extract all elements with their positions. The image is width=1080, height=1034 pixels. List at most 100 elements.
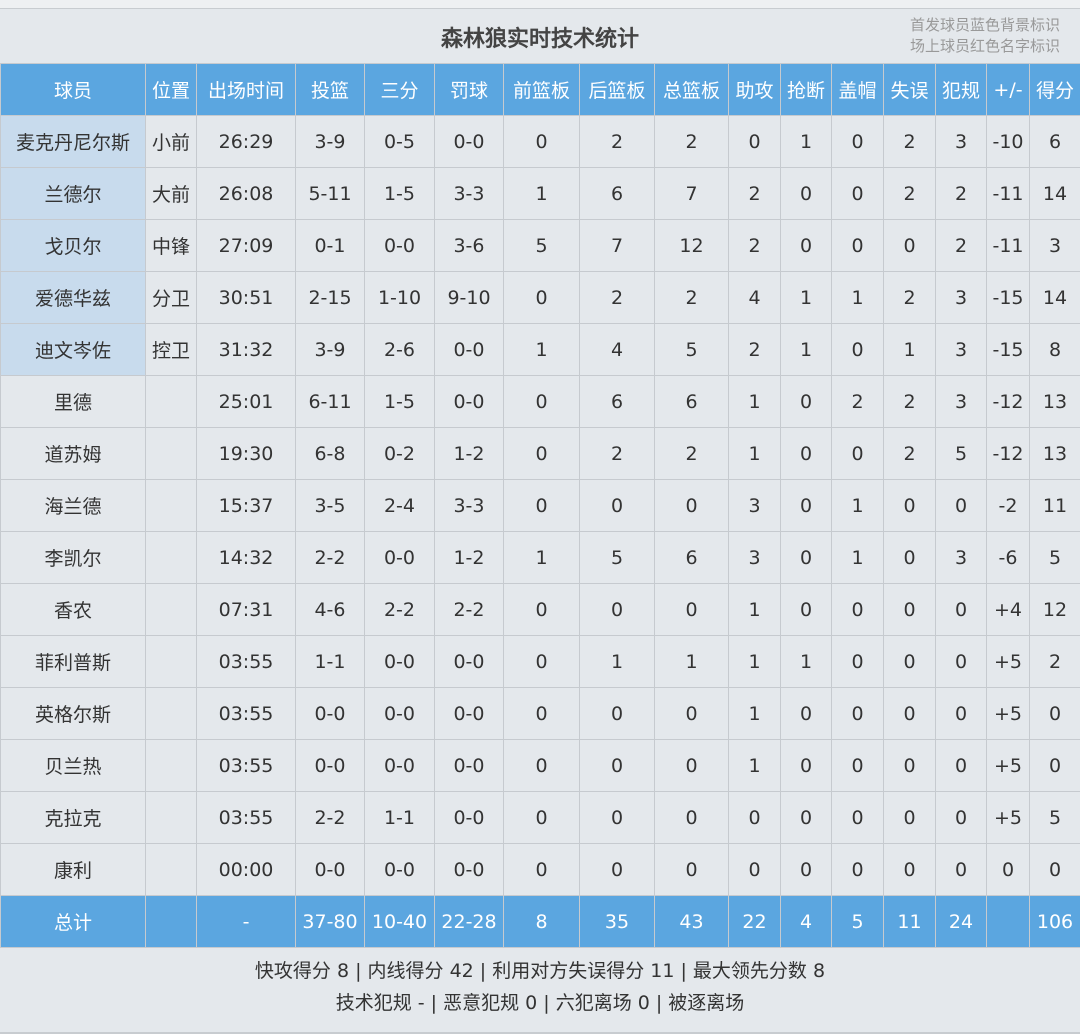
column-header-reb[interactable]: 总篮板 bbox=[654, 63, 729, 116]
player-row[interactable]: 香农 07:31 4-6 2-2 2-2 0 0 0 1 0 0 0 0 +4 12 bbox=[0, 583, 1080, 636]
cell-ast: 1 bbox=[728, 375, 781, 428]
cell-dreb: 6 bbox=[579, 167, 655, 220]
player-row[interactable]: 康利 00:00 0-0 0-0 0-0 0 0 0 0 0 0 0 0 0 0 bbox=[0, 843, 1080, 896]
header-row: 球员 位置 出场时间 投篮 三分 罚球 前篮板 后篮板 总篮板 助攻 抢断 盖帽 失误 犯规 +/- 得分 bbox=[0, 63, 1080, 116]
column-header-stl[interactable]: 抢断 bbox=[780, 63, 832, 116]
cell-tov: 0 bbox=[883, 479, 936, 532]
column-header-player[interactable]: 球员 bbox=[0, 63, 146, 116]
cell-fg: 3-9 bbox=[295, 323, 365, 376]
column-header-tov[interactable]: 失误 bbox=[883, 63, 936, 116]
column-header-plus-minus[interactable]: +/- bbox=[986, 63, 1030, 116]
cell-reb: 7 bbox=[654, 167, 729, 220]
cell-oreb: 0 bbox=[503, 479, 580, 532]
cell-pf: 0 bbox=[935, 583, 987, 636]
cell-ast: 1 bbox=[728, 427, 781, 480]
column-header-position[interactable]: 位置 bbox=[145, 63, 197, 116]
column-header-ast[interactable]: 助攻 bbox=[728, 63, 781, 116]
cell-player[interactable]: 戈贝尔 bbox=[0, 219, 146, 272]
cell-oreb: 0 bbox=[503, 635, 580, 688]
cell-player[interactable]: 香农 bbox=[0, 583, 146, 636]
cell-stl: 1 bbox=[780, 323, 832, 376]
player-row[interactable]: 贝兰热 03:55 0-0 0-0 0-0 0 0 0 1 0 0 0 0 +5 0 bbox=[0, 739, 1080, 792]
player-row[interactable]: 迪文岑佐 控卫 31:32 3-9 2-6 0-0 1 4 5 2 1 0 1 3 -15 8 bbox=[0, 323, 1080, 376]
cell-three: 0-0 bbox=[364, 843, 435, 896]
total-oreb: 8 bbox=[503, 895, 580, 948]
cell-blk: 0 bbox=[831, 167, 884, 220]
cell-minutes: 30:51 bbox=[196, 271, 296, 324]
cell-dreb: 0 bbox=[579, 479, 655, 532]
cell-player[interactable]: 海兰德 bbox=[0, 479, 146, 532]
cell-player[interactable]: 里德 bbox=[0, 375, 146, 428]
cell-blk: 0 bbox=[831, 791, 884, 844]
cell-player[interactable]: 迪文岑佐 bbox=[0, 323, 146, 376]
column-header-blk[interactable]: 盖帽 bbox=[831, 63, 884, 116]
column-header-pts[interactable]: 得分 bbox=[1029, 63, 1080, 116]
player-row[interactable]: 兰德尔 大前 26:08 5-11 1-5 3-3 1 6 7 2 0 0 2 2 -11 14 bbox=[0, 167, 1080, 220]
cell-pts: 3 bbox=[1029, 219, 1080, 272]
cell-player[interactable]: 兰德尔 bbox=[0, 167, 146, 220]
cell-minutes: 26:29 bbox=[196, 115, 296, 168]
cell-player[interactable]: 康利 bbox=[0, 843, 146, 896]
player-row[interactable]: 克拉克 03:55 2-2 1-1 0-0 0 0 0 0 0 0 0 0 +5 5 bbox=[0, 791, 1080, 844]
cell-fg: 2-15 bbox=[295, 271, 365, 324]
cell-player[interactable]: 李凯尔 bbox=[0, 531, 146, 584]
cell-player[interactable]: 贝兰热 bbox=[0, 739, 146, 792]
cell-fg: 0-0 bbox=[295, 843, 365, 896]
cell-position: 中锋 bbox=[145, 219, 197, 272]
cell-position bbox=[145, 375, 197, 428]
total-three: 10-40 bbox=[364, 895, 435, 948]
player-row[interactable]: 里德 25:01 6-11 1-5 0-0 0 6 6 1 0 2 2 3 -12 13 bbox=[0, 375, 1080, 428]
cell-plus-minus: -12 bbox=[986, 375, 1030, 428]
cell-ast: 0 bbox=[728, 843, 781, 896]
column-header-pf[interactable]: 犯规 bbox=[935, 63, 987, 116]
cell-player[interactable]: 麦克丹尼尔斯 bbox=[0, 115, 146, 168]
cell-pf: 3 bbox=[935, 115, 987, 168]
cell-ft: 0-0 bbox=[434, 687, 504, 740]
cell-position bbox=[145, 531, 197, 584]
player-row[interactable]: 英格尔斯 03:55 0-0 0-0 0-0 0 0 0 1 0 0 0 0 +5 0 bbox=[0, 687, 1080, 740]
cell-reb: 6 bbox=[654, 375, 729, 428]
cell-three: 0-0 bbox=[364, 687, 435, 740]
cell-ft: 0-0 bbox=[434, 843, 504, 896]
cell-oreb: 0 bbox=[503, 791, 580, 844]
cell-stl: 0 bbox=[780, 583, 832, 636]
player-row[interactable]: 麦克丹尼尔斯 小前 26:29 3-9 0-5 0-0 0 2 2 0 1 0 2 3 -10 6 bbox=[0, 115, 1080, 168]
cell-stl: 0 bbox=[780, 739, 832, 792]
player-row[interactable]: 爱德华兹 分卫 30:51 2-15 1-10 9-10 0 2 2 4 1 1 2 3 -15 14 bbox=[0, 271, 1080, 324]
cell-player[interactable]: 菲利普斯 bbox=[0, 635, 146, 688]
cell-reb: 2 bbox=[654, 115, 729, 168]
column-header-fg[interactable]: 投篮 bbox=[295, 63, 365, 116]
cell-plus-minus: 0 bbox=[986, 843, 1030, 896]
column-header-three[interactable]: 三分 bbox=[364, 63, 435, 116]
column-header-ft[interactable]: 罚球 bbox=[434, 63, 504, 116]
cell-dreb: 7 bbox=[579, 219, 655, 272]
total-pf: 24 bbox=[935, 895, 987, 948]
cell-tov: 2 bbox=[883, 271, 936, 324]
column-header-oreb[interactable]: 前篮板 bbox=[503, 63, 580, 116]
cell-fg: 3-5 bbox=[295, 479, 365, 532]
cell-three: 0-5 bbox=[364, 115, 435, 168]
cell-ft: 0-0 bbox=[434, 635, 504, 688]
cell-plus-minus: -15 bbox=[986, 323, 1030, 376]
cell-oreb: 0 bbox=[503, 115, 580, 168]
column-header-minutes[interactable]: 出场时间 bbox=[196, 63, 296, 116]
cell-player[interactable]: 道苏姆 bbox=[0, 427, 146, 480]
cell-blk: 0 bbox=[831, 427, 884, 480]
cell-ast: 0 bbox=[728, 791, 781, 844]
player-row[interactable]: 菲利普斯 03:55 1-1 0-0 0-0 0 1 1 1 1 0 0 0 +5 2 bbox=[0, 635, 1080, 688]
cell-pf: 3 bbox=[935, 375, 987, 428]
cell-pts: 14 bbox=[1029, 271, 1080, 324]
player-row[interactable]: 道苏姆 19:30 6-8 0-2 1-2 0 2 2 1 0 0 2 5 -12 13 bbox=[0, 427, 1080, 480]
cell-player[interactable]: 英格尔斯 bbox=[0, 687, 146, 740]
cell-position bbox=[145, 791, 197, 844]
player-row[interactable]: 戈贝尔 中锋 27:09 0-1 0-0 3-6 5 7 12 2 0 0 0 2 -11 3 bbox=[0, 219, 1080, 272]
column-header-dreb[interactable]: 后篮板 bbox=[579, 63, 655, 116]
cell-pf: 3 bbox=[935, 271, 987, 324]
player-row[interactable]: 海兰德 15:37 3-5 2-4 3-3 0 0 0 3 0 1 0 0 -2 11 bbox=[0, 479, 1080, 532]
total-dreb: 35 bbox=[579, 895, 655, 948]
cell-player[interactable]: 克拉克 bbox=[0, 791, 146, 844]
cell-ast: 2 bbox=[728, 323, 781, 376]
cell-blk: 0 bbox=[831, 323, 884, 376]
player-row[interactable]: 李凯尔 14:32 2-2 0-0 1-2 1 5 6 3 0 1 0 3 -6 5 bbox=[0, 531, 1080, 584]
cell-player[interactable]: 爱德华兹 bbox=[0, 271, 146, 324]
